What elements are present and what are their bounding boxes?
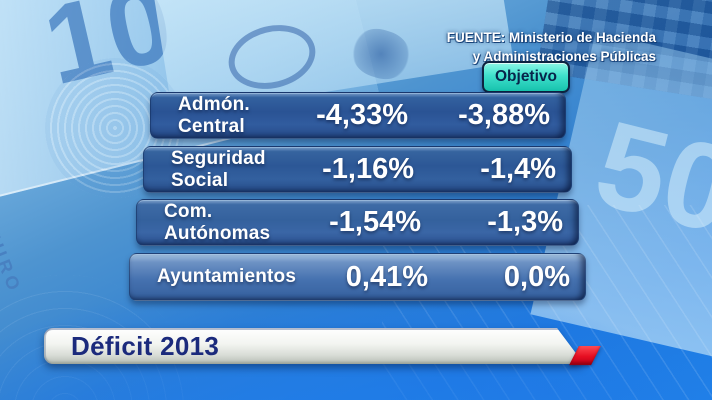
row-deficit-value: 0,41% [345, 260, 428, 293]
title-banner: Déficit 2013 [44, 328, 584, 364]
row-objetivo-value: -1,3% [487, 206, 563, 238]
row-deficit-value: -1,54% [329, 206, 421, 238]
objetivo-column-badge: Objetivo [482, 61, 570, 93]
row-label: Seguridad Social [171, 147, 266, 191]
row-label: Com. Autónomas [164, 200, 271, 244]
row-deficit-value: -4,33% [316, 99, 408, 131]
row-label: Admón. Central [178, 93, 250, 137]
title-bar-silver: Déficit 2013 [44, 328, 584, 364]
row-objetivo-value: 0,0% [503, 260, 570, 293]
row-label: Ayuntamientos [157, 266, 297, 287]
table-row-seguridad-social: Seguridad Social -1,16% -1,4% [143, 146, 572, 193]
source-line-1: FUENTE: Ministerio de Hacienda [446, 30, 656, 45]
source-attribution: FUENTE: Ministerio de Hacienda y Adminis… [447, 29, 656, 67]
page-title: Déficit 2013 [71, 330, 220, 361]
row-objetivo-value: -3,88% [458, 99, 550, 131]
table-row-admon-central: Admón. Central -4,33% -3,88% [150, 92, 566, 139]
table-row-ayuntamientos: Ayuntamientos 0,41% 0,0% [129, 253, 586, 301]
table-row-com-autonomas: Com. Autónomas -1,54% -1,3% [136, 199, 579, 246]
row-objetivo-value: -1,4% [480, 153, 556, 185]
objetivo-label: Objetivo [494, 68, 557, 85]
source-line-2: y Administraciones Públicas [472, 48, 656, 64]
row-deficit-value: -1,16% [322, 153, 414, 185]
